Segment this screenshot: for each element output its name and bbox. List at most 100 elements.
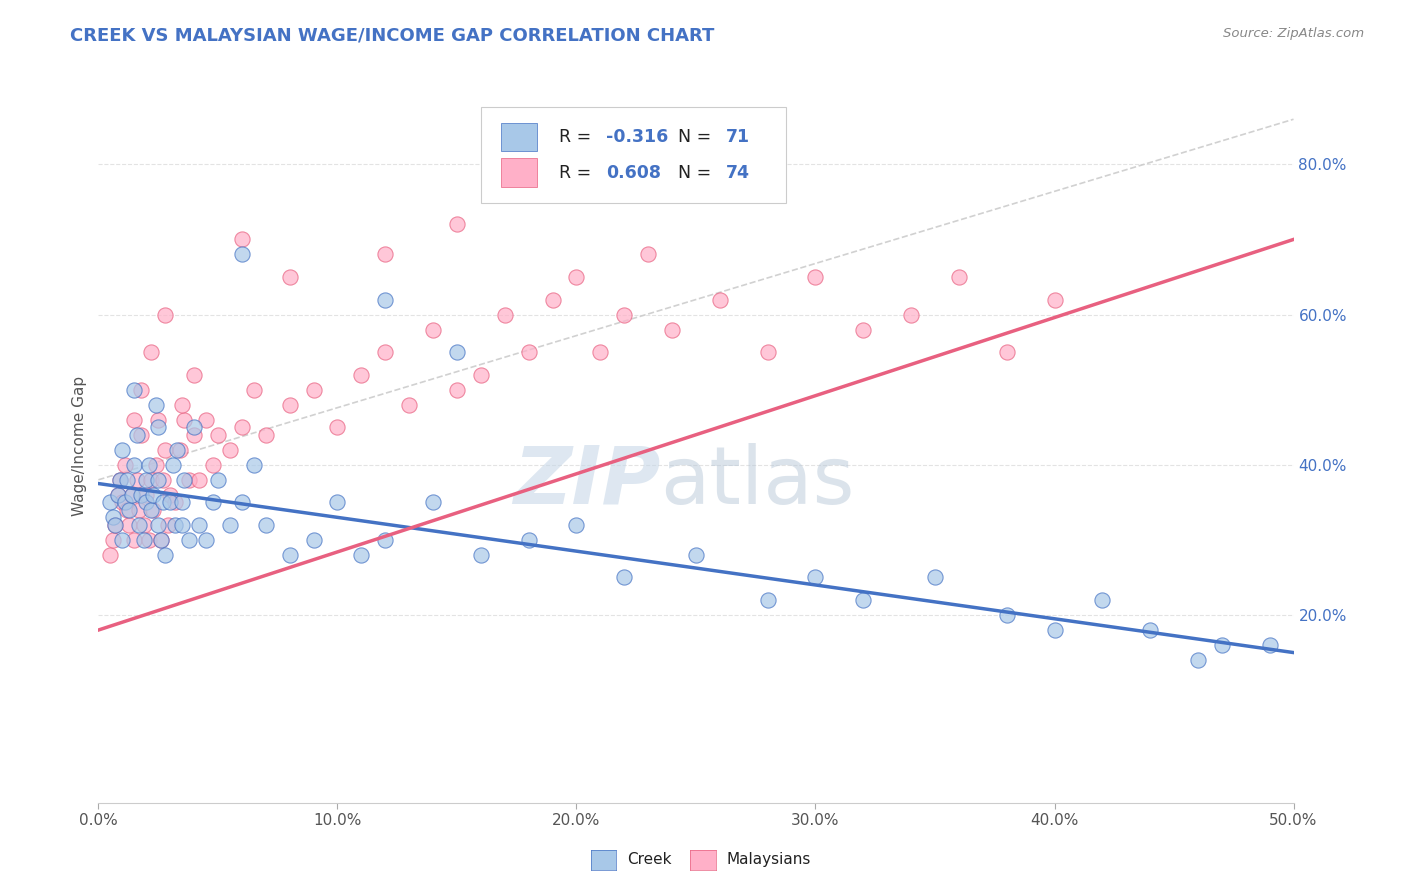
Point [173, 473, 195, 487]
Point [108, 473, 131, 487]
Point [948, 270, 970, 285]
Text: CREEK VS MALAYSIAN WAGE/INCOME GAP CORRELATION CHART: CREEK VS MALAYSIAN WAGE/INCOME GAP CORRE… [70, 27, 714, 45]
Point [589, 345, 612, 359]
Point [159, 488, 181, 502]
Point [159, 495, 181, 509]
Point [202, 458, 225, 472]
Text: R =: R = [558, 128, 591, 146]
Point [326, 495, 349, 509]
Point [111, 495, 134, 509]
Point [155, 308, 177, 322]
Point [207, 473, 229, 487]
Text: 0.608: 0.608 [606, 164, 661, 182]
Point [374, 533, 396, 547]
Point [179, 533, 201, 547]
Point [302, 383, 325, 397]
Point [156, 517, 179, 532]
Point [149, 533, 172, 547]
Point [124, 533, 146, 547]
Point [128, 503, 150, 517]
Point [101, 510, 124, 524]
Point [709, 293, 731, 307]
Text: ZIP: ZIP [513, 442, 661, 521]
Text: Malaysians: Malaysians [727, 853, 811, 867]
Point [135, 488, 157, 502]
Point [422, 495, 444, 509]
Point [155, 442, 177, 457]
Point [900, 308, 922, 322]
Point [278, 548, 301, 562]
Point [172, 517, 194, 532]
Point [114, 458, 136, 472]
FancyBboxPatch shape [501, 123, 537, 152]
Point [195, 413, 218, 427]
Text: -0.316: -0.316 [606, 128, 669, 146]
Point [107, 488, 129, 502]
Point [1187, 653, 1209, 667]
Point [139, 345, 162, 359]
Point [661, 322, 683, 336]
Point [131, 488, 153, 502]
Point [231, 495, 253, 509]
Point [163, 517, 186, 532]
Point [1211, 638, 1233, 652]
Text: N =: N = [678, 164, 711, 182]
Point [173, 413, 195, 427]
Point [101, 533, 124, 547]
Point [852, 593, 875, 607]
Point [613, 570, 636, 584]
Text: Source: ZipAtlas.com: Source: ZipAtlas.com [1223, 27, 1364, 40]
Point [98, 495, 122, 509]
Point [302, 533, 325, 547]
Point [231, 232, 253, 246]
Point [135, 495, 157, 509]
Point [243, 383, 266, 397]
Point [155, 548, 177, 562]
Point [145, 458, 167, 472]
Point [124, 458, 146, 472]
Text: 74: 74 [725, 164, 749, 182]
Point [125, 427, 148, 442]
Point [163, 495, 186, 509]
Point [172, 495, 194, 509]
Point [111, 533, 134, 547]
Point [278, 270, 301, 285]
Point [446, 345, 468, 359]
Point [517, 345, 540, 359]
Point [183, 368, 205, 382]
Text: N =: N = [678, 128, 711, 146]
Point [219, 517, 242, 532]
Point [172, 398, 194, 412]
Point [350, 368, 373, 382]
Point [131, 427, 153, 442]
Text: Creek: Creek [627, 853, 672, 867]
Text: R =: R = [558, 164, 591, 182]
Point [374, 293, 396, 307]
Y-axis label: Wage/Income Gap: Wage/Income Gap [72, 376, 87, 516]
Point [374, 247, 396, 261]
Point [243, 458, 266, 472]
Point [115, 503, 138, 517]
Point [231, 420, 253, 434]
Point [924, 570, 946, 584]
Point [756, 593, 779, 607]
Point [148, 517, 170, 532]
Point [104, 517, 127, 532]
Point [124, 383, 146, 397]
Point [179, 473, 201, 487]
Point [108, 473, 131, 487]
Point [125, 473, 148, 487]
Point [470, 368, 492, 382]
Point [995, 607, 1018, 622]
Text: atlas: atlas [661, 442, 855, 521]
Point [183, 427, 205, 442]
Point [995, 345, 1018, 359]
Point [326, 420, 349, 434]
Point [613, 308, 636, 322]
Point [152, 495, 174, 509]
Point [149, 533, 172, 547]
FancyBboxPatch shape [481, 107, 786, 203]
FancyBboxPatch shape [501, 159, 537, 187]
Point [398, 398, 420, 412]
Point [1258, 638, 1281, 652]
